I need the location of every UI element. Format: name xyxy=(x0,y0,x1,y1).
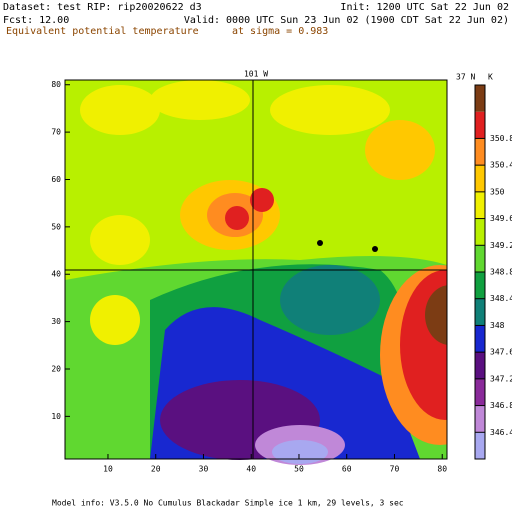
x-tick-label: 70 xyxy=(390,465,400,474)
dataset: Dataset: test RIP: rip20020622 d3 xyxy=(3,2,202,13)
colorbar-label: 350.4 xyxy=(490,161,512,170)
x-tick-label: 30 xyxy=(199,465,209,474)
colorbar-label: 347.6 xyxy=(490,348,512,357)
x-tick-label: 20 xyxy=(151,465,161,474)
colorbar-swatch xyxy=(475,352,485,379)
y-tick-label: 70 xyxy=(51,128,61,137)
colorbar-swatch xyxy=(475,85,485,112)
colorbar-label: 348 xyxy=(490,321,505,330)
init: Init: 1200 UTC Sat 22 Jun 02 xyxy=(340,2,509,13)
x-tick-label: 50 xyxy=(294,465,304,474)
colorbar-label: 350.8 xyxy=(490,134,512,143)
field-level: at sigma = 0.983 xyxy=(232,26,328,37)
colorbar-label: 347.2 xyxy=(490,374,512,383)
colorbar-label: 350 xyxy=(490,187,505,196)
field-name: Equivalent potential temperature xyxy=(6,26,199,37)
colorbar-swatch xyxy=(475,165,485,192)
fcst: Fcst: 12.00 xyxy=(3,15,69,26)
colorbar-swatch xyxy=(475,378,485,406)
y-tick-label: 40 xyxy=(51,270,61,279)
top-label: 101 W xyxy=(244,70,268,79)
y-tick-label: 20 xyxy=(51,364,61,373)
contour-field xyxy=(64,79,512,465)
colorbar-swatch xyxy=(475,405,485,433)
colorbar-swatch xyxy=(475,272,485,299)
colorbar-label: 349.2 xyxy=(490,241,512,250)
colorbar-swatch xyxy=(475,191,485,219)
colorbar-label: 346.4 xyxy=(490,428,512,437)
right-label: 37 N xyxy=(456,73,475,82)
colorbar-label: 346.8 xyxy=(490,401,512,410)
y-tick-label: 30 xyxy=(51,317,61,326)
colorbar-swatch xyxy=(475,218,485,246)
colorbar-swatch xyxy=(475,245,485,272)
colorbar-swatch xyxy=(475,298,485,326)
colorbar-label: 348.8 xyxy=(490,268,512,277)
y-tick-label: 80 xyxy=(51,80,61,89)
x-tick-label: 80 xyxy=(437,465,447,474)
y-tick-label: 50 xyxy=(51,222,61,231)
x-tick-label: 60 xyxy=(342,465,352,474)
colorbar-label: 349.6 xyxy=(490,214,512,223)
unit: K xyxy=(488,73,493,82)
colorbar-swatch xyxy=(475,111,485,139)
colorbar-swatch xyxy=(475,432,485,459)
valid: Valid: 0000 UTC Sun 23 Jun 02 (1900 CDT … xyxy=(184,15,509,26)
y-tick-label: 10 xyxy=(51,412,61,421)
colorbar-swatch xyxy=(475,325,485,353)
x-tick-label: 10 xyxy=(103,465,113,474)
y-tick-label: 60 xyxy=(51,175,61,184)
colorbar-label: 348.4 xyxy=(490,294,512,303)
x-tick-label: 40 xyxy=(246,465,256,474)
footer: Model info: V3.5.0 No Cumulus Blackadar … xyxy=(52,499,404,508)
colorbar-swatch xyxy=(475,138,485,166)
